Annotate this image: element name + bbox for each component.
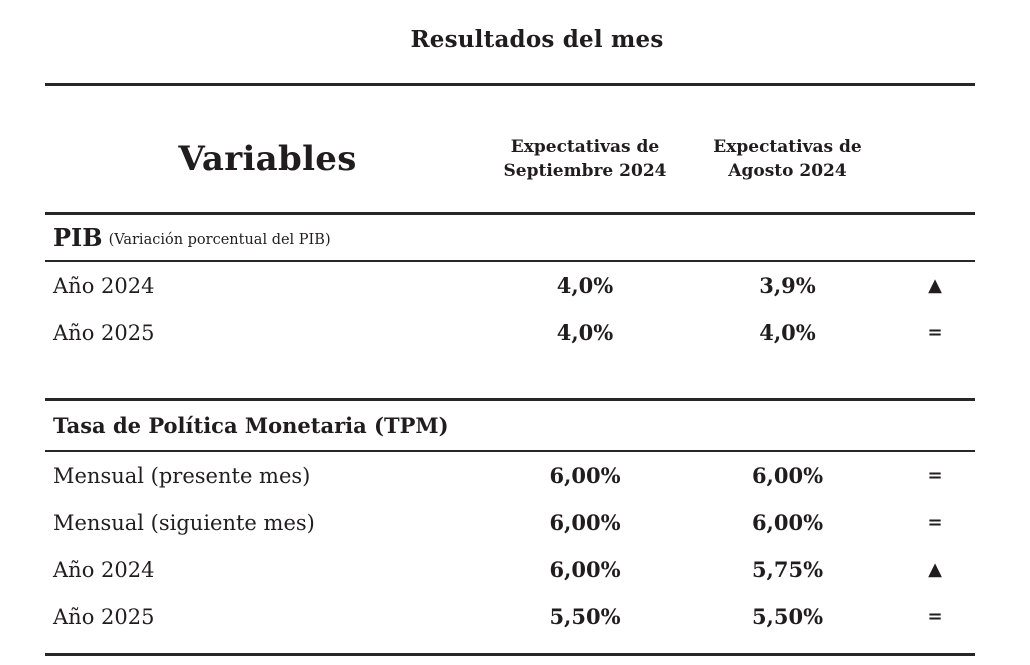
- column-header-september: Expectativas de Septiembre 2024: [490, 135, 680, 183]
- august-value: 6,00%: [751, 463, 824, 488]
- row-label: Año 2025: [53, 604, 155, 629]
- change-equal-icon: =: [927, 322, 943, 343]
- table-row-tpm-present: Mensual (presente mes) 6,00% 6,00% =: [45, 452, 975, 499]
- section-gap: [45, 356, 975, 398]
- row-label: Año 2024: [53, 557, 155, 582]
- pib-section-divider: [45, 260, 975, 262]
- august-value: 4,0%: [759, 320, 816, 345]
- september-value: 4,0%: [556, 320, 614, 345]
- september-value: 4,0%: [556, 273, 614, 298]
- change-equal-icon: =: [927, 606, 943, 627]
- title-divider: [45, 83, 975, 86]
- change-equal-icon: =: [927, 512, 943, 533]
- september-value: 6,00%: [549, 463, 621, 488]
- august-value: 6,00%: [751, 510, 824, 535]
- section-header-tpm: Tasa de Política Monetaria (TPM): [45, 401, 975, 450]
- table-row-tpm-next: Mensual (siguiente mes) 6,00% 6,00% =: [45, 499, 975, 546]
- tpm-section-divider: [45, 450, 975, 452]
- bottom-gap: [45, 640, 975, 653]
- column-header-september-line1: Expectativas de: [510, 137, 660, 157]
- report-sheet: Resultados del mes Variables Expectativa…: [45, 0, 975, 656]
- section-title-pib: PIB: [53, 223, 103, 252]
- bottom-divider: [45, 653, 975, 656]
- september-value: 6,00%: [549, 557, 621, 582]
- table-row-pib-2025: Año 2025 4,0% 4,0% =: [45, 309, 975, 356]
- page-title: Resultados del mes: [410, 26, 664, 53]
- column-header-august-line1: Expectativas de: [713, 137, 862, 157]
- september-value: 6,00%: [549, 510, 621, 535]
- column-header-september-line2: Septiembre 2024: [503, 161, 667, 181]
- column-header-august-line2: Agosto 2024: [728, 161, 847, 181]
- section-title-tpm: Tasa de Política Monetaria (TPM): [53, 413, 449, 438]
- august-value: 5,50%: [751, 604, 824, 629]
- table-row-tpm-2024: Año 2024 6,00% 5,75% ▲: [45, 546, 975, 593]
- table-row-pib-2024: Año 2024 4,0% 3,9% ▲: [45, 262, 975, 309]
- row-label: Año 2024: [53, 273, 155, 298]
- row-label: Mensual (siguiente mes): [53, 510, 315, 535]
- august-value: 5,75%: [751, 557, 824, 582]
- change-up-icon: ▲: [928, 275, 942, 296]
- row-label: Año 2025: [53, 320, 155, 345]
- column-header-august: Expectativas de Agosto 2024: [680, 135, 895, 183]
- change-up-icon: ▲: [928, 559, 942, 580]
- header-divider: [45, 212, 975, 215]
- tpm-top-divider: [45, 398, 975, 401]
- column-header-variables: Variables: [178, 139, 357, 179]
- row-label: Mensual (presente mes): [53, 463, 311, 488]
- august-value: 3,9%: [759, 273, 816, 298]
- change-equal-icon: =: [927, 465, 943, 486]
- september-value: 5,50%: [549, 604, 621, 629]
- section-header-pib: PIB (Variación porcentual del PIB): [45, 215, 975, 260]
- table-row-tpm-2025: Año 2025 5,50% 5,50% =: [45, 593, 975, 640]
- table-header-row: Variables Expectativas de Septiembre 202…: [45, 86, 975, 212]
- section-subtitle-pib: (Variación porcentual del PIB): [108, 231, 331, 248]
